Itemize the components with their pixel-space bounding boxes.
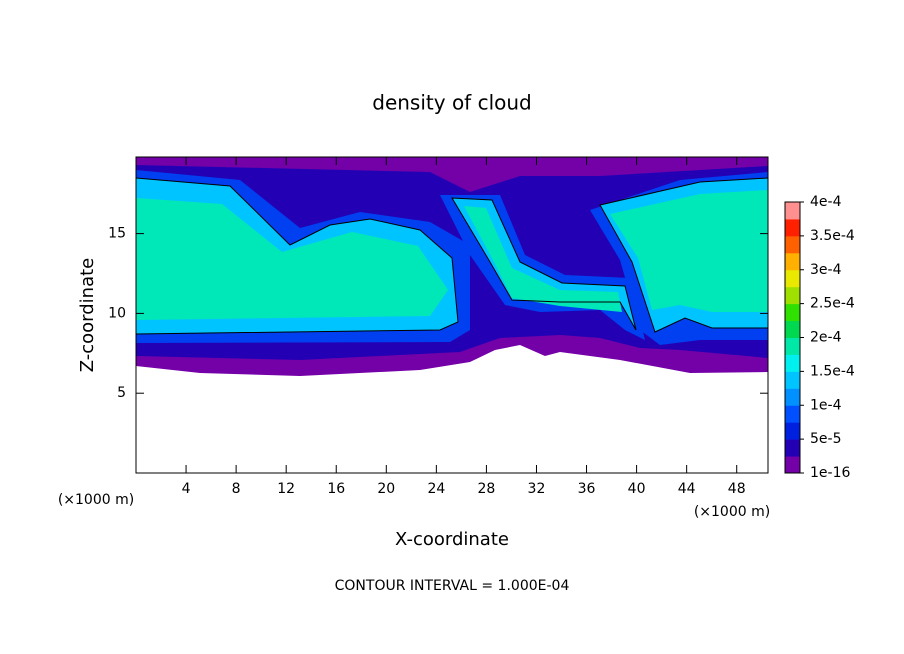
x-tick-label: 20 xyxy=(377,481,395,497)
colorbar-tick-label: 2.5e-4 xyxy=(810,296,855,312)
colorbar-tick-label: 3e-4 xyxy=(810,262,842,278)
colorbar-band xyxy=(785,456,800,474)
colorbar-tick-label: 4e-4 xyxy=(810,194,842,210)
plot-frame xyxy=(135,156,769,474)
colorbar-band xyxy=(785,388,800,406)
x-axis-label: X-coordinate xyxy=(395,529,509,550)
colorbar-band xyxy=(785,422,800,440)
x-tick-label: 40 xyxy=(628,481,646,497)
footer: CONTOUR INTERVAL = 1.000E-04 xyxy=(335,578,570,594)
y-tick-label: 15 xyxy=(108,226,126,242)
colorbar-tick-label: 2e-4 xyxy=(810,330,842,346)
contour-line xyxy=(135,177,459,335)
x-tick-label: 4 xyxy=(182,481,191,497)
colorbar-tick-label: 1e-4 xyxy=(810,397,842,413)
x-tick-label: 44 xyxy=(678,481,696,497)
colorbar-tick-label: 3.5e-4 xyxy=(810,228,855,244)
colorbar-band xyxy=(785,320,800,338)
x-tick-label: 28 xyxy=(478,481,496,497)
colorbar-band xyxy=(785,337,800,355)
x-tick-label: 36 xyxy=(578,481,596,497)
x-tick-label: 8 xyxy=(232,481,241,497)
colorbar-band xyxy=(785,439,800,457)
colorbar-tick-label: 5e-5 xyxy=(810,431,841,447)
x-tick-label: 48 xyxy=(728,481,746,497)
colorbar-tick-label: 1.5e-4 xyxy=(810,363,855,379)
colorbar-band xyxy=(785,235,800,254)
contour-line xyxy=(451,197,637,331)
x-tick-label: 32 xyxy=(528,481,546,497)
colorbar-band xyxy=(785,269,800,288)
y-axis-label: Z-coordinate xyxy=(77,258,98,373)
contour-fill xyxy=(610,190,768,312)
colorbar-band xyxy=(785,354,800,372)
y-tick-label: 10 xyxy=(108,305,126,321)
x-tick-label: 12 xyxy=(277,481,295,497)
x-unit: (×1000 m) xyxy=(694,504,770,520)
contour-line xyxy=(599,177,769,333)
colorbar-band xyxy=(785,371,800,389)
colorbar-band xyxy=(785,218,800,237)
contour-fill xyxy=(136,198,448,320)
colorbar-band xyxy=(785,252,800,271)
y-unit: (×1000 m) xyxy=(58,492,134,508)
y-tick-label: 5 xyxy=(117,385,126,401)
colorbar-band xyxy=(785,202,800,220)
colorbar-band xyxy=(785,286,800,305)
colorbar-tick-label: 1e-16 xyxy=(810,465,850,481)
colorbar-band xyxy=(785,303,800,322)
x-tick-label: 16 xyxy=(327,481,345,497)
x-tick-label: 24 xyxy=(427,481,445,497)
chart-title: density of cloud xyxy=(372,91,531,115)
contour-fill xyxy=(464,206,622,312)
colorbar-band xyxy=(785,405,800,423)
contour-field xyxy=(135,157,769,376)
